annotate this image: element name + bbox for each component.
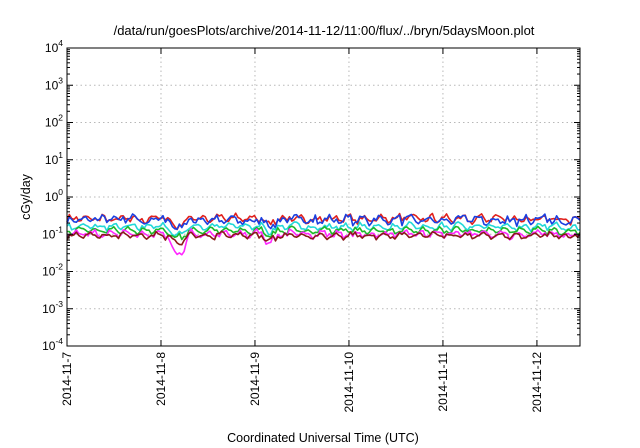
data-series (66, 212, 581, 256)
chart-title: /data/run/goesPlots/archive/2014-11-12/1… (114, 23, 535, 38)
y-axis-label: cGy/day (19, 173, 33, 220)
x-tick-label: 2014-11-12 (530, 352, 544, 413)
series-line (66, 213, 581, 230)
series-line (66, 228, 581, 256)
y-tick-label: 104 (45, 38, 63, 55)
series-line (66, 230, 581, 246)
y-tick-label: 10-1 (42, 224, 63, 241)
x-tick-label: 2014-11-11 (436, 352, 450, 412)
grid-lines (67, 48, 580, 346)
y-tick-label: 101 (45, 150, 63, 167)
y-tick-label: 10-2 (42, 262, 63, 279)
y-tick-label: 103 (45, 75, 63, 92)
y-tick-label: 102 (45, 113, 63, 130)
x-tick-label: 2014-11-10 (342, 352, 356, 413)
y-axis-ticks: 10-4 10-3 10-2 10-1 100 101 102 103 104 (42, 38, 580, 353)
x-tick-label: 2014-11-7 (60, 352, 74, 406)
y-tick-label: 100 (45, 187, 63, 204)
x-axis-ticks: 2014-11-7 2014-11-8 2014-11-9 2014-11-10 201… (60, 48, 544, 413)
y-tick-label: 10-4 (42, 336, 63, 353)
x-tick-label: 2014-11-9 (248, 352, 262, 406)
x-tick-label: 2014-11-8 (154, 352, 168, 406)
series-line (66, 225, 581, 241)
x-axis-label: Coordinated Universal Time (UTC) (227, 431, 419, 445)
y-tick-label: 10-3 (42, 299, 63, 316)
